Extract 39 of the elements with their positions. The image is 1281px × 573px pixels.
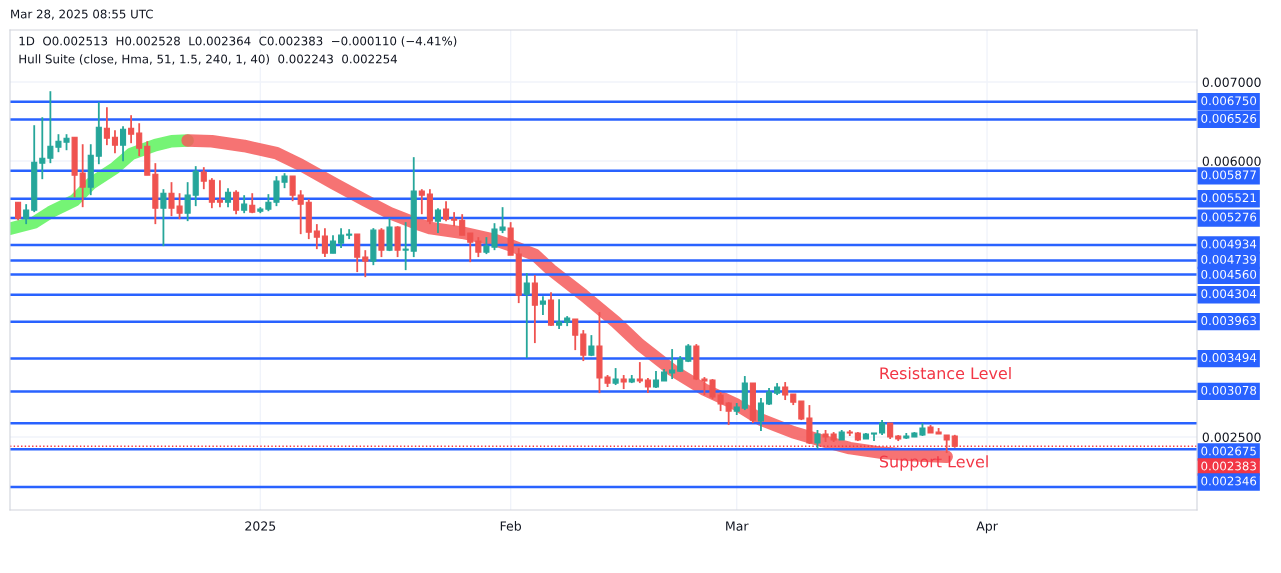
candlestick	[870, 432, 878, 442]
candlestick	[394, 225, 401, 259]
annotation: Support Level	[879, 455, 988, 471]
ref-line-label: 0.003494	[1201, 353, 1257, 363]
annotation: 1D O0.002513 H0.002528 L0.002364 C0.002383 −0.000110 (−4.41%)	[19, 36, 457, 47]
ref-line-label: 0.004560	[1201, 269, 1257, 279]
candlestick	[814, 429, 821, 450]
candlestick	[846, 429, 853, 437]
candlestick	[402, 221, 409, 272]
ref-line-label: 0.002383	[1201, 461, 1256, 471]
ref-line-label: 0.005877	[1201, 170, 1256, 180]
candlestick	[386, 217, 393, 253]
ref-line-label: 0.003078	[1201, 385, 1257, 395]
ref-line-label: 0.002346	[1201, 476, 1257, 486]
candlestick	[378, 227, 385, 259]
ref-line-label: 0.006526	[1201, 113, 1257, 123]
y-tick-label: 0.006000	[1202, 156, 1261, 166]
ref-line-label: 0.003963	[1201, 316, 1256, 326]
y-tick-label: 0.007000	[1202, 77, 1261, 87]
candlestick	[806, 404, 813, 445]
annotation: Resistance Level	[880, 366, 1011, 380]
x-tick-label: 2025	[245, 521, 276, 531]
candlestick	[612, 367, 619, 386]
ref-line-label: 0.006750	[1201, 96, 1257, 106]
ref-line-label: 0.002675	[1201, 446, 1256, 456]
candlestick	[346, 228, 353, 241]
x-tick-label: Mar	[726, 521, 749, 531]
ref-line-label: 0.005276	[1201, 212, 1257, 222]
y-tick-label: 0.002500	[1202, 432, 1261, 442]
ref-line-label: 0.005521	[1201, 193, 1256, 203]
annotation: Hull Suite (close, Hma, 51, 1.5, 240, 1, 40) 0.002243 0.002254	[19, 54, 398, 65]
candlestick	[588, 334, 595, 358]
ref-line-label: 0.004934	[1201, 239, 1257, 249]
x-tick-label: Feb	[500, 521, 522, 531]
text: Mar 28, 2025 08:55 UTC	[11, 9, 153, 20]
ref-line-label: 0.004304	[1201, 289, 1257, 299]
ref-line-label: 0.004739	[1201, 254, 1257, 264]
candlestick	[160, 188, 167, 248]
x-tick-label: Apr	[976, 521, 998, 534]
